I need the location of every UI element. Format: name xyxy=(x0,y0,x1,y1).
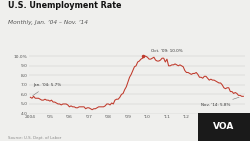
Text: Jan. ’04: 5.7%: Jan. ’04: 5.7% xyxy=(33,83,62,96)
Text: VOA: VOA xyxy=(213,122,234,131)
Text: Nov. ’14: 5.8%: Nov. ’14: 5.8% xyxy=(201,97,239,107)
Text: Oct. ’09: 10.0%: Oct. ’09: 10.0% xyxy=(142,49,182,56)
Text: Monthly, Jan. ’04 – Nov. ’14: Monthly, Jan. ’04 – Nov. ’14 xyxy=(8,20,87,25)
Text: U.S. Unemployment Rate: U.S. Unemployment Rate xyxy=(8,1,121,10)
Text: Source: U.S. Dept. of Labor: Source: U.S. Dept. of Labor xyxy=(8,136,61,140)
